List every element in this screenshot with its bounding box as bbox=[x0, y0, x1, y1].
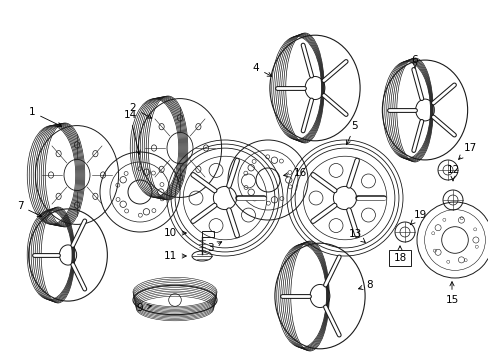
Text: 15: 15 bbox=[445, 282, 458, 305]
Text: 16: 16 bbox=[283, 168, 306, 178]
Text: 6: 6 bbox=[411, 55, 417, 68]
Text: 3: 3 bbox=[206, 242, 221, 253]
Text: 14: 14 bbox=[123, 110, 140, 154]
Text: 10: 10 bbox=[163, 228, 186, 238]
Text: 11: 11 bbox=[163, 251, 186, 261]
Text: 9: 9 bbox=[137, 303, 151, 313]
Text: 5: 5 bbox=[346, 121, 358, 145]
Text: 13: 13 bbox=[347, 229, 365, 242]
Bar bbox=[388, 250, 410, 266]
Text: 4: 4 bbox=[252, 63, 271, 76]
Text: 7: 7 bbox=[17, 201, 41, 216]
Text: 8: 8 bbox=[358, 280, 372, 290]
Text: 2: 2 bbox=[129, 103, 151, 118]
Text: 17: 17 bbox=[458, 143, 476, 159]
Text: 19: 19 bbox=[409, 210, 426, 225]
Text: 1: 1 bbox=[29, 107, 61, 126]
Text: 18: 18 bbox=[392, 246, 406, 263]
Text: 12: 12 bbox=[446, 165, 459, 181]
Bar bbox=[202, 231, 214, 237]
